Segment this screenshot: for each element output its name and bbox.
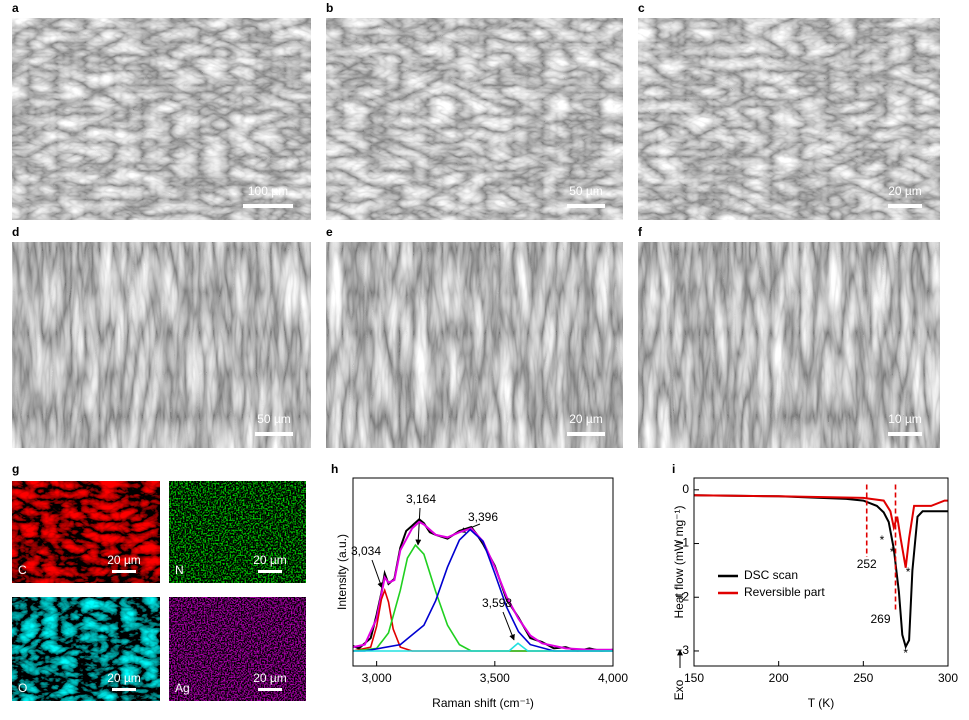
y-tick-label: −3	[675, 643, 689, 657]
scale-bar	[112, 688, 136, 691]
scale-bar-label: 20 µm	[888, 184, 922, 198]
series-line	[353, 642, 613, 652]
plot-frame	[693, 477, 949, 667]
scale-bar-label: 20 µm	[107, 553, 141, 567]
sem-image	[326, 18, 623, 220]
scale-bar	[112, 570, 136, 573]
scale-bar	[258, 570, 282, 573]
panel-label: c	[638, 1, 645, 15]
series-line	[352, 543, 613, 652]
y-tick-label: 0	[682, 482, 689, 496]
sem-image	[12, 18, 311, 220]
peak-label: 3,598	[482, 596, 512, 610]
scale-bar-label: 20 µm	[253, 553, 287, 567]
scale-bar	[888, 204, 922, 208]
element-map	[169, 481, 306, 583]
y-axis-note: Exo	[672, 679, 686, 700]
series-line	[352, 520, 613, 651]
x-tick-label: 4,000	[598, 671, 628, 685]
peak-label: 3,396	[468, 510, 498, 524]
y-axis-label: Heat flow (mW mg⁻¹)	[672, 505, 686, 618]
plot-frame	[352, 477, 614, 667]
y-tick-label: −1	[675, 536, 689, 550]
panel-label: h	[331, 462, 338, 476]
sem-image	[638, 18, 940, 220]
peak-arrows	[371, 507, 515, 641]
legend-label: DSC scan	[744, 568, 798, 582]
panel-label: f	[638, 225, 643, 239]
legend-label: Reversible part	[744, 585, 825, 599]
scale-bar	[255, 432, 293, 436]
scale-bar-label: 10 µm	[888, 412, 922, 426]
peak-marker: *	[880, 533, 885, 547]
scale-bar-label: 20 µm	[107, 671, 141, 685]
panel-label: a	[12, 1, 19, 15]
peak-marker: *	[890, 545, 895, 559]
sem-image	[638, 242, 940, 448]
series-line	[352, 517, 614, 653]
scale-bar	[567, 204, 605, 208]
x-axis-label: T (K)	[808, 696, 834, 710]
scale-bar-label: 20 µm	[569, 412, 603, 426]
x-tick-label: 200	[769, 671, 789, 685]
panel-label: d	[12, 225, 19, 239]
reference-label: 269	[870, 612, 890, 626]
reference-label: 252	[857, 557, 877, 571]
scale-bar-label: 100 µm	[248, 184, 288, 198]
panel-label: b	[326, 1, 333, 15]
element-map	[169, 597, 306, 701]
peak-marker: *	[906, 565, 911, 579]
y-tick-label: −2	[675, 589, 689, 603]
x-tick-label: 150	[684, 671, 704, 685]
scale-bar	[243, 204, 293, 208]
peak-marker: *	[903, 646, 908, 660]
sem-image	[326, 242, 623, 448]
scale-bar-label: 50 µm	[569, 184, 603, 198]
peak-label: 3,164	[406, 492, 436, 506]
panel-label: g	[12, 462, 19, 476]
element-label: N	[175, 563, 184, 577]
x-tick-label: 3,000	[362, 671, 392, 685]
element-label: O	[18, 681, 27, 695]
peak-label: 3,034	[351, 544, 381, 558]
element-label: Ag	[175, 681, 190, 695]
element-map	[12, 481, 160, 583]
scale-bar	[567, 432, 605, 436]
series-line	[693, 494, 948, 568]
x-tick-label: 3,500	[480, 671, 510, 685]
element-map	[12, 597, 160, 701]
scale-bar-label: 20 µm	[253, 671, 287, 685]
y-axis-label: Intensity (a.u.)	[335, 534, 349, 610]
panel-label: i	[672, 462, 675, 476]
scale-bar-label: 50 µm	[257, 412, 291, 426]
series-line	[352, 587, 613, 652]
series-line	[693, 494, 948, 650]
x-tick-label: 300	[938, 671, 958, 685]
sem-image	[12, 242, 311, 448]
x-axis-label: Raman shift (cm⁻¹)	[432, 696, 534, 710]
x-tick-label: 250	[853, 671, 873, 685]
element-label: C	[18, 563, 27, 577]
scale-bar	[888, 432, 922, 436]
scale-bar	[258, 688, 282, 691]
panel-label: e	[326, 225, 333, 239]
series-line	[353, 528, 613, 652]
